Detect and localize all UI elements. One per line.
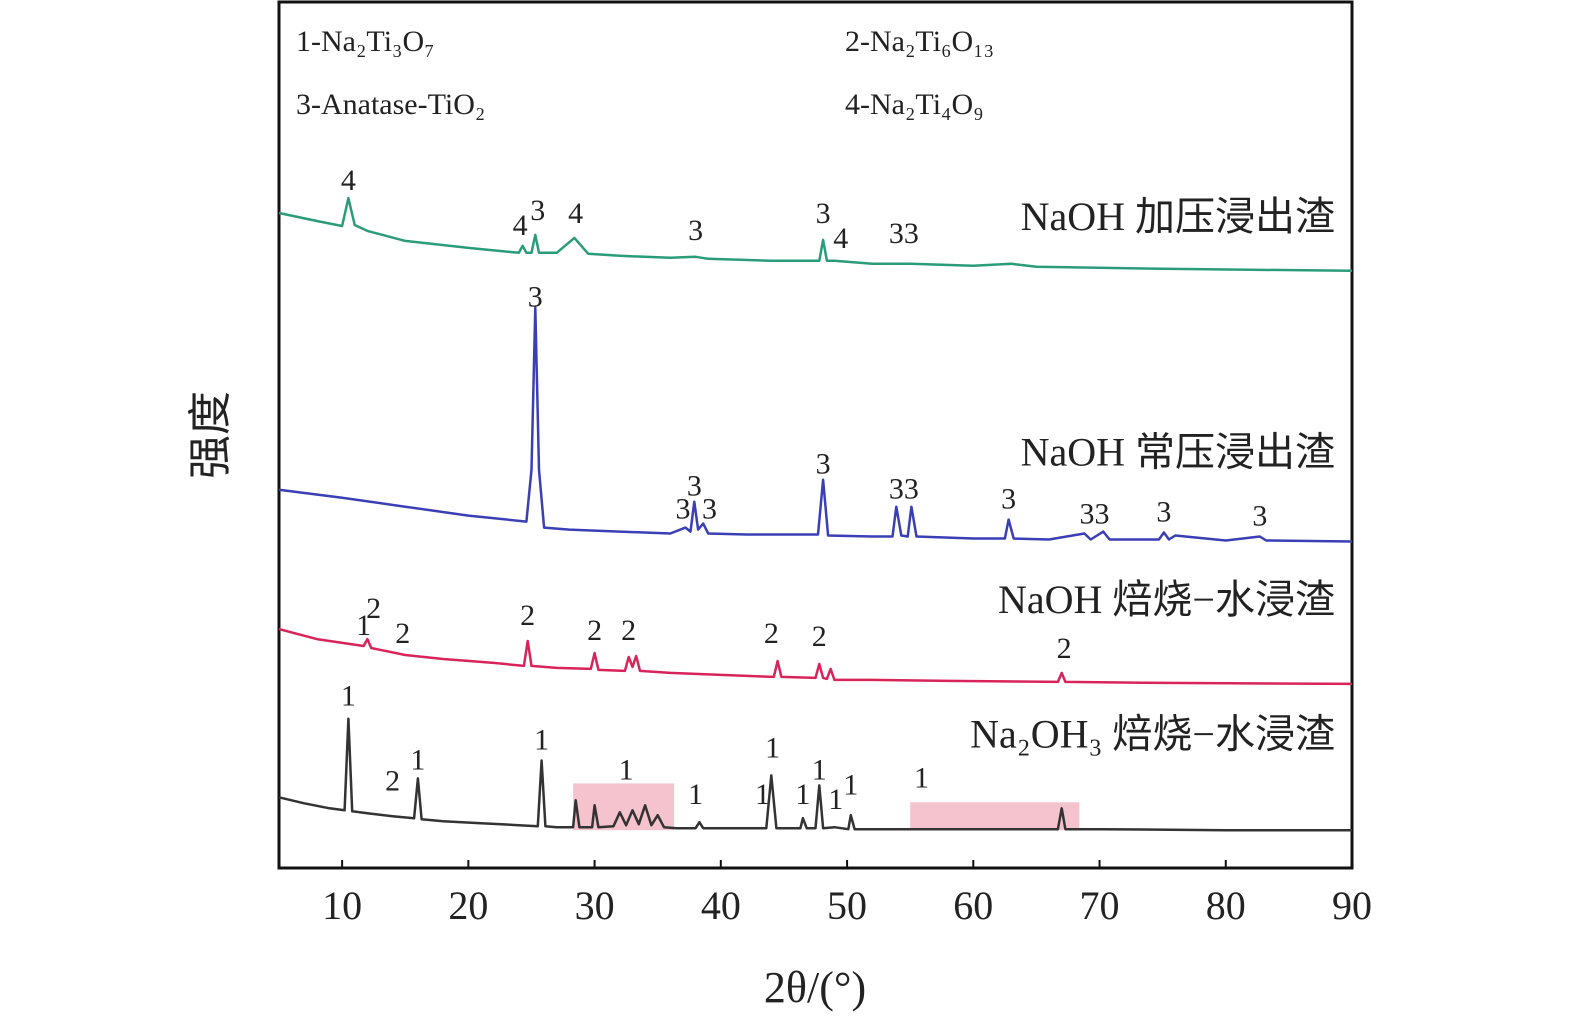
peak-label: 3 (688, 214, 703, 247)
peak-label: 4 (568, 197, 583, 230)
x-tick-label: 20 (448, 883, 488, 928)
series-label: NaOH 焙烧−水浸渣 (998, 577, 1335, 622)
plot-frame (277, 0, 1354, 870)
peak-label: 2 (764, 617, 779, 650)
x-tick-label: 90 (1332, 883, 1372, 928)
peak-label: 2 (812, 620, 827, 653)
peak-label: 33 (889, 473, 919, 506)
x-tick-label: 70 (1080, 883, 1120, 928)
peak-label: 1 (795, 778, 810, 811)
peak-label: 1 (914, 761, 929, 794)
peak-label: 1 (843, 768, 858, 801)
peak-label: 2 (395, 617, 410, 650)
peak-label: 3 (702, 493, 717, 526)
series-line (278, 196, 1353, 273)
x-tick-label: 80 (1206, 883, 1246, 928)
peak-label: 1 (812, 753, 827, 786)
peak-label: 3 (687, 470, 702, 503)
peak-label: 1 (828, 783, 843, 816)
peak-label: 3 (1001, 483, 1016, 516)
peak-label: 3 (1156, 496, 1171, 529)
x-axis-label: 2θ/(°) (764, 963, 866, 1012)
series-label: NaOH 加压浸出渣 (1021, 194, 1335, 239)
series-line (278, 306, 1353, 543)
series-label: Na₂OH₃ 焙烧−水浸渣 (970, 711, 1335, 756)
peak-label: 1 (765, 731, 780, 764)
legend-note: 1-Na₂Ti₃O₇ (296, 25, 435, 58)
peak-label: 3 (528, 281, 543, 314)
highlight-region (910, 802, 1080, 831)
peak-label: 3 (530, 194, 545, 227)
peak-label: 1 (755, 778, 770, 811)
y-axis-label: 强度 (186, 391, 235, 479)
legend-note: 2-Na₂Ti₆O₁₃ (845, 25, 994, 58)
peak-label: 3 (816, 448, 831, 481)
peak-label: 3 (675, 493, 690, 526)
peak-label: 33 (1079, 498, 1109, 531)
peak-label: 1 (688, 778, 703, 811)
x-tick-label: 30 (575, 883, 615, 928)
peak-label: 1 (534, 723, 549, 756)
legend-note: 3-Anatase-TiO₂ (296, 88, 485, 121)
peak-label: 1 (410, 743, 425, 776)
series-line (278, 627, 1353, 686)
series-line (278, 717, 1352, 832)
peak-label: 3 (816, 197, 831, 230)
highlight-region (573, 783, 675, 831)
peak-label: 4 (513, 209, 528, 242)
peak-label: 2 (366, 592, 381, 625)
peak-label: 1 (356, 609, 371, 642)
peak-label: 2 (385, 764, 400, 797)
peak-label: 2 (1057, 632, 1072, 665)
peak-label: 2 (621, 614, 636, 647)
legend-note: 4-Na₂Ti₄O₉ (845, 88, 984, 121)
peak-label: 2 (520, 599, 535, 632)
peak-label: 1 (341, 680, 356, 713)
series-label: NaOH 常压浸出渣 (1021, 430, 1335, 475)
peak-label: 4 (341, 164, 356, 197)
peak-label: 33 (889, 217, 919, 250)
x-tick-label: 60 (953, 883, 993, 928)
peak-label: 1 (619, 753, 634, 786)
x-tick-label: 10 (322, 883, 362, 928)
x-tick-label: 50 (827, 883, 867, 928)
peak-label: 2 (587, 614, 602, 647)
peak-label: 3 (1252, 500, 1267, 533)
x-tick-label: 40 (701, 883, 741, 928)
peak-label: 4 (833, 222, 848, 255)
